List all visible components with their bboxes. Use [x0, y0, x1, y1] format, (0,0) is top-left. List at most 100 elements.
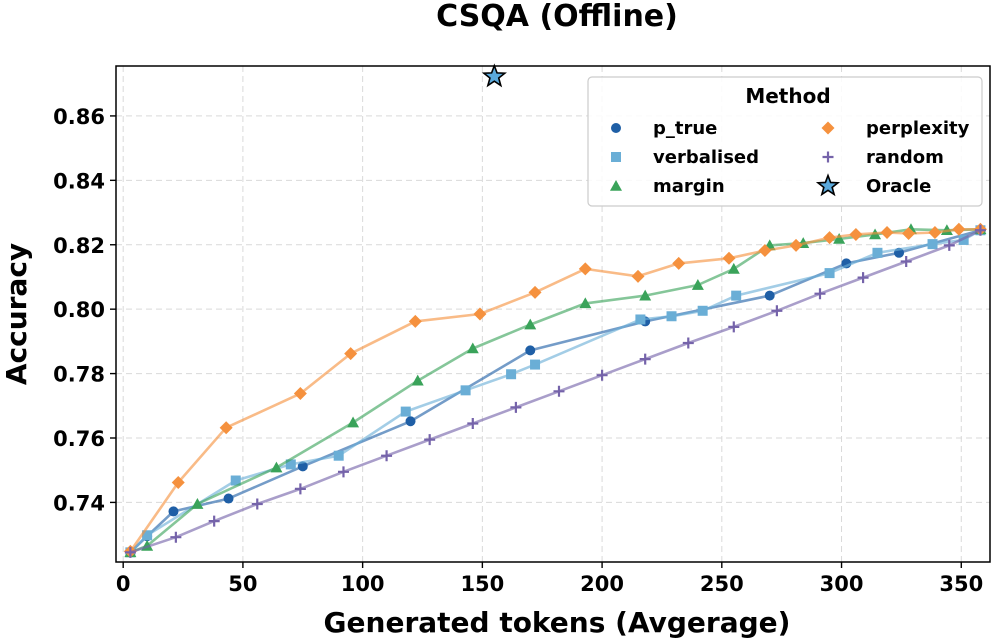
- perplexity-point: [672, 256, 686, 270]
- legend-label-verbalised: verbalised: [653, 147, 759, 168]
- chart-title: CSQA (Offline): [436, 0, 678, 34]
- random-point: [510, 401, 522, 413]
- verbalised-point: [506, 369, 517, 380]
- legend-label-oracle: Oracle: [866, 176, 931, 197]
- verbalised-point: [400, 406, 411, 417]
- perplexity-point: [789, 238, 803, 252]
- x-axis-label: Generated tokens (Avgerage): [324, 606, 791, 639]
- random-point: [857, 272, 869, 284]
- legend-box: [587, 76, 983, 207]
- margin-point: [270, 461, 283, 473]
- legend-label-perplexity: perplexity: [866, 118, 970, 139]
- x-tick-label: 100: [341, 572, 385, 596]
- p-true-point: [525, 345, 536, 356]
- legend-item-oracle: Oracle: [815, 173, 931, 197]
- margin-point: [524, 318, 537, 330]
- perplexity-point: [758, 244, 772, 258]
- x-tick-label: 200: [580, 572, 624, 596]
- verbalised-point: [731, 290, 742, 301]
- random-point: [900, 256, 912, 268]
- perplexity-point: [880, 226, 894, 240]
- perplexity-point: [952, 222, 966, 236]
- margin-point: [727, 262, 740, 274]
- perplexity-point: [823, 231, 837, 245]
- x-tick-label: 300: [820, 572, 864, 596]
- verbalised-point: [230, 475, 241, 486]
- random-point: [337, 466, 349, 478]
- verbalised-point: [460, 385, 471, 396]
- series-random: [124, 224, 986, 558]
- random-point: [124, 546, 136, 558]
- p-true-point: [405, 416, 416, 427]
- verbalised-point: [666, 311, 677, 322]
- random-point: [467, 418, 479, 430]
- random-point: [974, 224, 986, 236]
- ticks: 0 50 100 150 200 250 300 350 0.74 0.76 0.78 0.80 0.8…: [53, 105, 983, 596]
- perplexity-point: [849, 227, 863, 241]
- random-point: [208, 515, 220, 527]
- margin-point: [639, 289, 652, 301]
- margin-point: [691, 279, 704, 290]
- verbalised-point: [635, 314, 646, 325]
- perplexity-point: [344, 347, 358, 361]
- perplexity-point: [722, 251, 736, 265]
- y-axis-label: Accuracy: [0, 243, 33, 385]
- legend-item-verbalised: verbalised: [611, 147, 759, 168]
- verbalised-point: [530, 359, 541, 370]
- random-point: [771, 305, 783, 317]
- series-verbalised: [125, 225, 986, 558]
- verbalised-point: [927, 239, 938, 250]
- series-perplexity: [123, 222, 987, 558]
- random-point: [814, 288, 826, 300]
- random-point: [553, 385, 565, 397]
- perplexity-point: [578, 262, 592, 276]
- legend-item-perplexity: perplexity: [821, 118, 970, 139]
- margin-point: [833, 232, 846, 244]
- p-true-point: [223, 493, 234, 504]
- verbalised-point: [333, 450, 344, 461]
- verbalised-point: [285, 459, 296, 470]
- legend-title: Method: [745, 84, 830, 108]
- random-point: [682, 337, 694, 349]
- legend-label-p-true: p_true: [653, 118, 717, 139]
- legend-item-random: random: [822, 147, 944, 168]
- plot-area: [115, 65, 991, 563]
- random-point: [294, 483, 306, 495]
- y-tick-label: 0.84: [53, 169, 105, 193]
- p-true-point: [764, 290, 775, 301]
- margin-point: [579, 297, 592, 309]
- legend-marker-p-true: [611, 123, 621, 133]
- verbalised-point: [142, 530, 153, 541]
- legend-item-p-true: p_true: [611, 118, 717, 139]
- series-layer: [123, 63, 987, 558]
- p-true-point: [168, 506, 179, 517]
- legend-item-margin: margin: [610, 176, 725, 197]
- random-point: [596, 369, 608, 381]
- random-point: [170, 531, 182, 543]
- y-tick-label: 0.76: [53, 427, 105, 451]
- x-tick-label: 50: [228, 572, 257, 596]
- verbalised-point: [824, 268, 835, 279]
- margin-point: [191, 498, 204, 509]
- verbalised-point: [872, 247, 883, 258]
- x-tick-label: 0: [116, 572, 131, 596]
- perplexity-point: [171, 475, 185, 489]
- perplexity-point: [928, 226, 942, 240]
- x-tick-label: 350: [939, 572, 983, 596]
- y-tick-label: 0.86: [53, 105, 105, 129]
- legend-marker-margin: [610, 180, 622, 191]
- random-point: [424, 434, 436, 446]
- legend-marker-oracle: [815, 173, 841, 197]
- random-point: [251, 498, 263, 510]
- margin-point: [466, 342, 479, 354]
- random-point: [639, 353, 651, 365]
- legend-label-random: random: [866, 147, 944, 168]
- legend-marker-perplexity: [821, 121, 835, 135]
- perplexity-point: [902, 226, 916, 240]
- oracle-star: [481, 63, 507, 88]
- random-point: [728, 321, 740, 333]
- verbalised-point: [958, 234, 969, 245]
- legend-marker-random: [822, 151, 834, 163]
- verbalised-point: [697, 305, 708, 316]
